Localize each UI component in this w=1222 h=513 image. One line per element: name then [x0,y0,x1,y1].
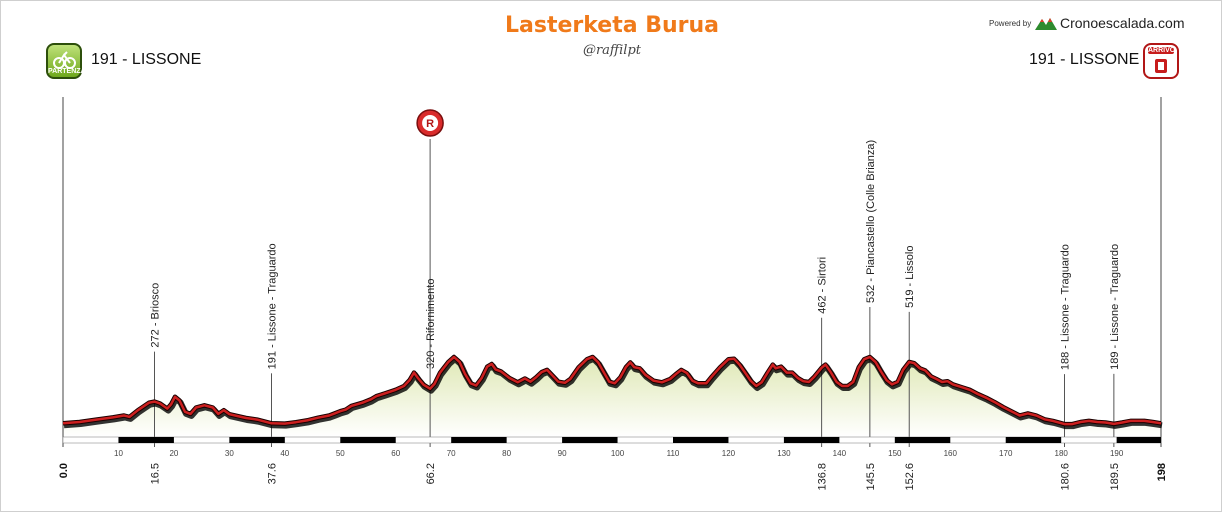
km-tick-label: 170 [999,449,1013,458]
scale-segment [673,437,729,443]
scale-segment [1005,437,1062,443]
scale-segment [562,437,618,443]
scale-segment [894,437,951,443]
mountain-icon [1035,18,1057,30]
km-tick-label: 30 [225,449,234,458]
waypoint-km-label: 66.2 [425,463,437,484]
endpoint-km-label: 198 [1156,463,1168,481]
km-tick-label: 70 [447,449,456,458]
waypoint-km-label: 145.5 [865,463,877,491]
km-tick-label: 120 [722,449,736,458]
waypoint-label: 320 - Rifornimento [425,278,437,369]
km-tick-label: 100 [611,449,625,458]
waypoint-label: 272 - Briosco [150,283,162,348]
profile-area [63,357,1161,437]
powered-by-label: Powered by [989,19,1032,28]
scale-segment [1116,437,1161,443]
waypoint-label: 519 - Lissolo [904,246,916,308]
waypoint-label: 189 - Lissone - Traguardo [1109,244,1121,370]
scale-segment [118,437,174,443]
waypoint-label: 532 - Piancastello (Colle Brianza) [865,140,877,303]
km-tick-label: 150 [888,449,902,458]
waypoint-km-label: 180.6 [1060,463,1072,491]
start-location: 191 - LISSONE [91,51,202,68]
km-tick-label: 180 [1055,449,1069,458]
brand-name: Cronoescalada.com [1060,15,1185,31]
waypoint-label: 462 - Sirtori [817,257,829,314]
km-tick-label: 160 [944,449,958,458]
start-badge-icon: PARTENZA [46,43,86,79]
waypoint-label: 191 - Lissone - Traguardo [267,243,279,369]
waypoint-km-label: 152.6 [904,463,916,491]
waypoint-km-label: 189.5 [1109,463,1121,491]
km-tick-label: 110 [667,449,680,458]
finish-badge-icon: ARRIVO [1143,43,1179,79]
finish-line-icon [1155,59,1167,73]
scale-segment [340,437,396,443]
km-tick-label: 190 [1110,449,1124,458]
finish-badge-label: ARRIVO [1148,47,1176,54]
start-badge-label: PARTENZA [48,68,86,75]
scale-segment [451,437,507,443]
finish-location: 191 - LISSONE [1029,51,1140,68]
scale-segment [229,437,285,443]
brand-logo[interactable]: Cronoescalada.com [1035,15,1185,31]
refreshment-marker-inner [422,115,439,131]
km-tick-label: 60 [391,449,400,458]
km-tick-label: 50 [336,449,345,458]
chart-subtitle: @raffilpt [582,43,642,58]
chart-title: Lasterketa Burua [504,13,720,38]
scale-segment [783,437,840,443]
km-tick-label: 90 [558,449,567,458]
km-tick-label: 40 [280,449,289,458]
km-tick-label: 10 [114,449,123,458]
waypoint-km-label: 136.8 [817,463,829,491]
km-tick-label: 80 [502,449,511,458]
cyclist-icon [53,51,76,69]
waypoint-label: 188 - Lissone - Traguardo [1060,244,1072,370]
endpoint-km-label: 0.0 [58,463,70,478]
waypoint-km-label: 37.6 [267,463,279,484]
km-tick-label: 20 [169,449,178,458]
km-tick-label: 130 [777,449,791,458]
km-tick-label: 140 [833,449,847,458]
profile-line [62,355,1162,426]
waypoint-km-label: 16.5 [150,463,162,484]
refreshment-marker-letter: R [426,118,434,130]
